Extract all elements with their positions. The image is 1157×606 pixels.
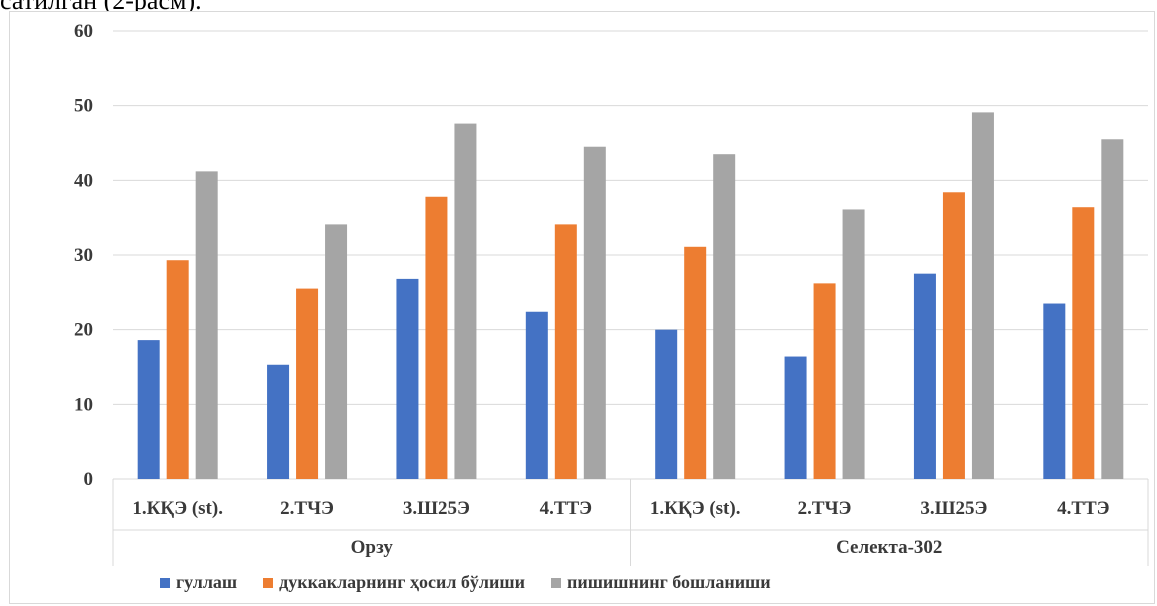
- bar: [396, 278, 419, 479]
- bar: [454, 123, 477, 479]
- category-label: 4.ТТЭ: [540, 498, 593, 519]
- y-tick-label: 10: [74, 394, 93, 415]
- legend-item-1: гуллаш: [160, 572, 237, 593]
- y-tick-label: 30: [74, 245, 93, 266]
- y-tick-label: 60: [74, 21, 93, 42]
- bar: [583, 146, 606, 479]
- legend-swatch-icon: [263, 577, 274, 588]
- bar: [166, 260, 189, 479]
- legend-item-3: пишишнинг бошланиши: [550, 572, 771, 593]
- bar: [296, 288, 319, 479]
- bar: [267, 364, 290, 479]
- y-tick-label: 0: [84, 469, 94, 490]
- bar: [1072, 207, 1095, 480]
- y-tick-label: 20: [74, 320, 93, 341]
- category-label: 1.КҚЭ (st).: [132, 498, 223, 519]
- bar: [913, 273, 936, 479]
- bar: [784, 356, 807, 479]
- legend-swatch-icon: [160, 577, 170, 588]
- bar: [554, 224, 577, 479]
- bar: [137, 340, 160, 479]
- group-label: Селекта-302: [836, 537, 942, 558]
- bar: [525, 311, 548, 479]
- bar: [425, 196, 448, 479]
- legend-item-2: дуккакларнинг ҳосил бўлиши: [263, 572, 525, 593]
- y-tick-label: 50: [74, 96, 93, 117]
- bar: [655, 329, 678, 479]
- bar: [713, 154, 736, 479]
- bar: [325, 224, 348, 479]
- y-tick-label: 40: [74, 170, 93, 191]
- group-label: Орзу: [351, 537, 394, 558]
- bar: [684, 246, 707, 479]
- category-label: 2.ТЧЭ: [798, 498, 852, 519]
- bar: [813, 283, 836, 479]
- category-label: 4.ТТЭ: [1057, 498, 1110, 519]
- bar: [942, 192, 965, 479]
- bar: [842, 209, 865, 479]
- category-label: 2.ТЧЭ: [280, 498, 334, 519]
- legend-label: дуккакларнинг ҳосил бўлиши: [279, 572, 525, 592]
- category-label: 3.Ш25Э: [920, 498, 987, 519]
- legend-label: гуллаш: [176, 572, 238, 592]
- bar: [1043, 303, 1066, 479]
- category-label: 1.КҚЭ (st).: [650, 498, 741, 519]
- category-label: 3.Ш25Э: [403, 498, 470, 519]
- bar: [1101, 139, 1124, 479]
- legend: гуллаш дуккакларнинг ҳосил бўлиши пишишн…: [160, 572, 771, 593]
- legend-label: пишишнинг бошланиши: [566, 572, 771, 592]
- bar: [971, 112, 994, 480]
- legend-swatch-icon: [550, 577, 561, 588]
- bar: [195, 171, 218, 479]
